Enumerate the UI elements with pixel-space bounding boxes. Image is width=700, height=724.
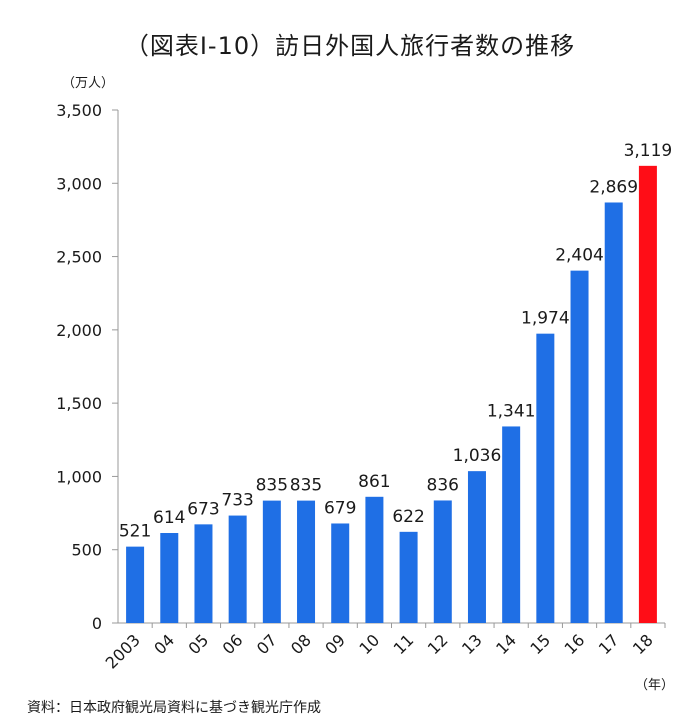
y-tick-label: 500 bbox=[71, 541, 102, 560]
bar bbox=[638, 165, 657, 623]
data-label: 622 bbox=[392, 507, 424, 527]
x-tick-label: 06 bbox=[219, 630, 247, 658]
source-note: 資料：日本政府観光局資料に基づき観光庁作成 bbox=[27, 700, 321, 716]
data-label: 1,974 bbox=[521, 309, 570, 329]
y-tick-label: 3,500 bbox=[56, 101, 102, 120]
x-tick-label: 12 bbox=[424, 630, 452, 658]
bar bbox=[365, 496, 384, 623]
y-tick-label: 1,500 bbox=[56, 394, 102, 413]
y-tick-label: 3,000 bbox=[56, 174, 102, 193]
data-label: 679 bbox=[324, 498, 356, 518]
chart-title: （図表Ⅰ-10）訪日外国人旅行者数の推移 bbox=[124, 32, 576, 60]
data-label: 614 bbox=[153, 508, 185, 528]
x-tick-label: 18 bbox=[629, 630, 657, 658]
data-label: 3,119 bbox=[624, 141, 673, 161]
data-label: 1,341 bbox=[487, 401, 536, 421]
data-label: 861 bbox=[358, 472, 390, 492]
x-tick-label: 05 bbox=[184, 630, 212, 658]
bar bbox=[262, 500, 281, 623]
bar bbox=[228, 515, 247, 623]
data-label: 836 bbox=[427, 475, 459, 495]
x-tick-label: 08 bbox=[287, 630, 315, 658]
bar bbox=[604, 202, 623, 623]
bar bbox=[399, 531, 418, 623]
y-tick-label: 0 bbox=[92, 614, 102, 633]
x-tick-label: 13 bbox=[458, 630, 486, 658]
bar bbox=[467, 471, 486, 623]
x-tick-label: 14 bbox=[492, 630, 520, 658]
x-tick-label: 2003 bbox=[102, 630, 144, 672]
bar bbox=[433, 500, 452, 623]
data-label: 835 bbox=[290, 476, 322, 496]
x-tick-label: 07 bbox=[253, 630, 281, 658]
data-label: 1,036 bbox=[453, 446, 502, 466]
x-tick-label: 17 bbox=[595, 630, 623, 658]
x-tick-label: 04 bbox=[150, 630, 178, 658]
bar bbox=[331, 523, 350, 623]
data-label: 673 bbox=[187, 499, 219, 519]
x-tick-label: 15 bbox=[526, 630, 554, 658]
bar bbox=[160, 533, 179, 623]
bar bbox=[502, 426, 521, 623]
bar bbox=[126, 546, 145, 623]
data-label: 733 bbox=[221, 491, 253, 511]
y-tick-label: 2,500 bbox=[56, 248, 102, 267]
x-tick-label: 09 bbox=[321, 630, 349, 658]
bar bbox=[194, 524, 213, 623]
x-tick-label: 16 bbox=[561, 630, 589, 658]
data-label: 2,404 bbox=[555, 246, 604, 266]
x-tick-label: 11 bbox=[390, 630, 418, 658]
data-label: 2,869 bbox=[589, 177, 638, 197]
x-axis-unit-label: （年） bbox=[635, 678, 675, 693]
y-tick-label: 2,000 bbox=[56, 321, 102, 340]
data-label: 521 bbox=[119, 522, 151, 542]
y-axis-unit-label: （万人） bbox=[62, 76, 115, 91]
bar bbox=[297, 500, 316, 623]
y-tick-label: 1,000 bbox=[56, 467, 102, 486]
bar bbox=[570, 270, 589, 623]
data-label: 835 bbox=[256, 476, 288, 496]
x-tick-label: 10 bbox=[355, 630, 383, 658]
bar bbox=[536, 333, 555, 623]
